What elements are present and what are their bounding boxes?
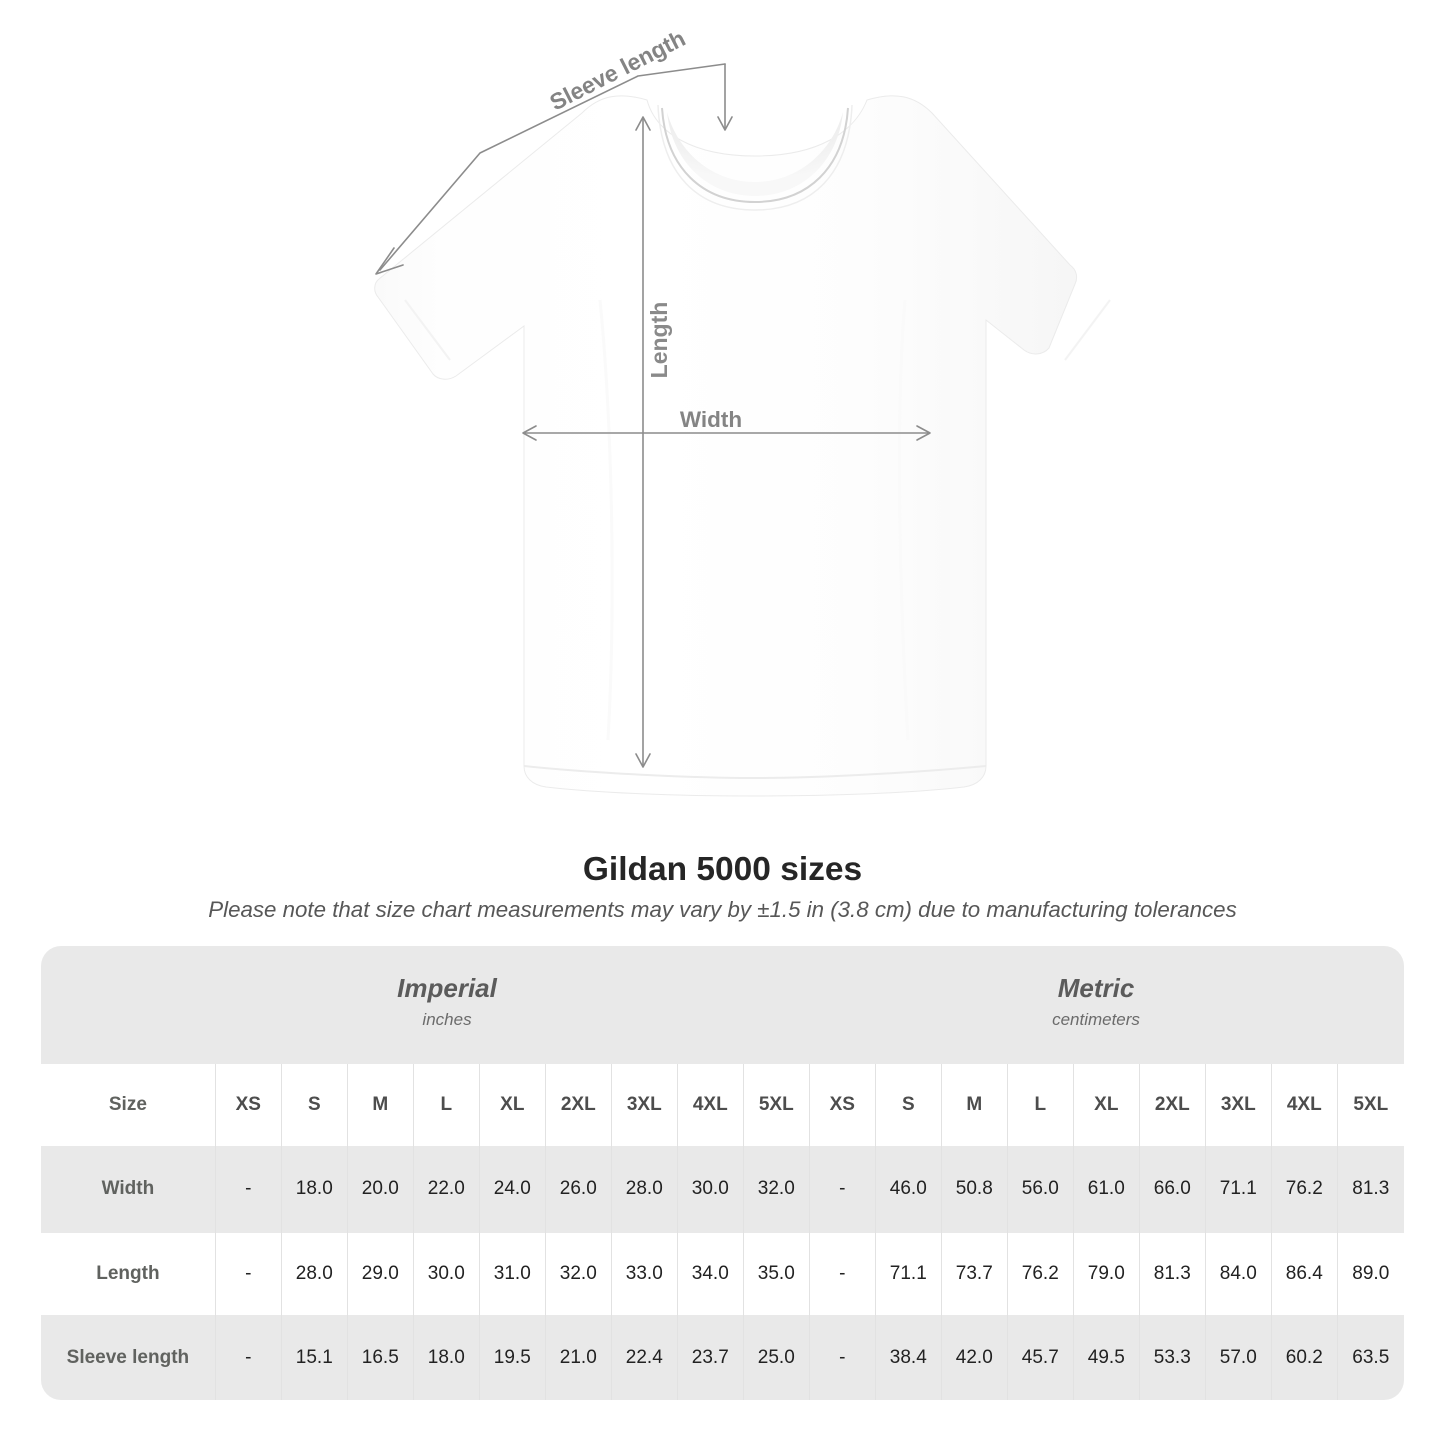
svg-text:Width: Width xyxy=(680,407,742,432)
svg-text:Length: Length xyxy=(646,302,672,379)
